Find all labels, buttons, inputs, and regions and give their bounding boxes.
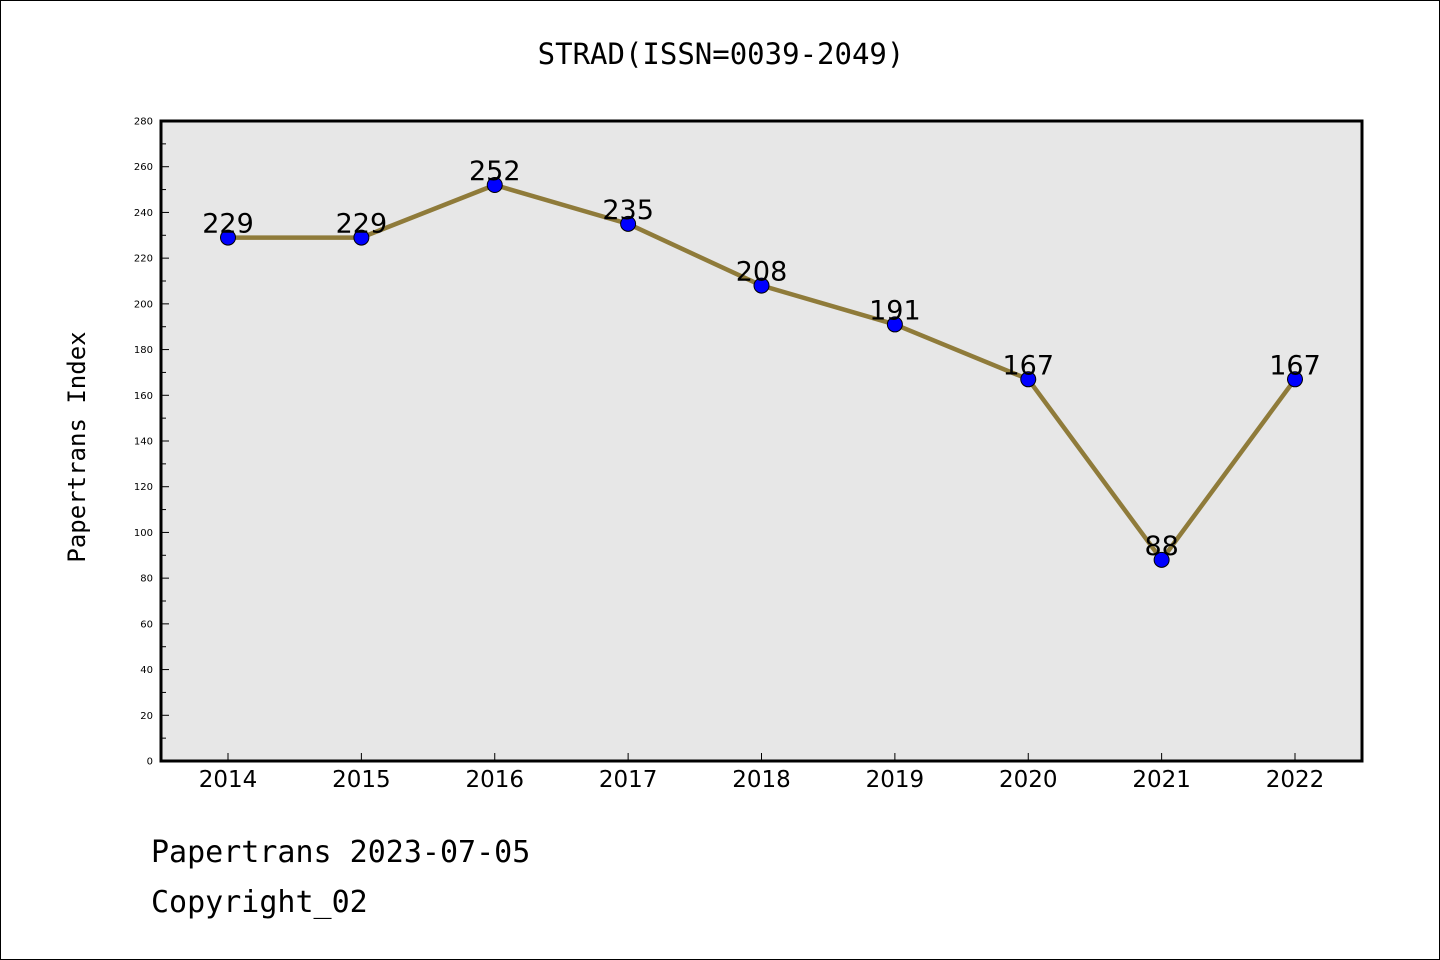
y-tick-label: 120 [134,482,153,493]
data-point [1020,371,1037,388]
x-tick-label: 2021 [1132,767,1191,793]
series-layer: 229 229 252 235 208 191 167 88 167 [202,156,1321,568]
data-point [753,277,770,294]
y-tick-label: 280 [134,117,153,128]
data-label: 229 [202,209,254,240]
data-point [1287,371,1303,388]
y-tick-label: 140 [134,437,153,448]
x-tick-label: 2018 [732,767,791,793]
y-tick-label: 180 [134,345,153,356]
y-tick-label: 160 [134,391,153,402]
y-axis-label: Papertrans Index [63,331,91,562]
x-tick-label: 2019 [866,767,925,793]
data-point [486,177,503,193]
y-tick-label: 20 [140,711,153,722]
y-tick-label: 100 [134,528,153,539]
data-label: 252 [469,156,521,187]
x-tick-label: 2022 [1266,767,1325,793]
x-tick-label: 2017 [599,767,658,793]
y-tick-label: 220 [134,254,153,265]
data-label: 235 [602,195,654,226]
data-point [220,229,236,246]
data-label: 167 [1269,350,1321,381]
y-tick-label: 40 [140,665,153,676]
y-tick-label: 200 [134,299,153,310]
data-label: 191 [869,295,921,326]
data-point [353,229,370,246]
data-label: 88 [1144,531,1178,562]
x-tick-label: 2014 [199,767,258,793]
x-axis: 2014 2015 2016 2017 2018 2019 2020 2021 2022 [199,753,1325,793]
data-point [620,215,637,232]
x-tick-label: 2015 [332,767,391,793]
data-label: 229 [336,209,388,240]
y-axis: 0 20 40 60 80 100 120 140 160 180 200 220 240 260 280 [134,117,169,768]
plot-area [159,119,1364,763]
data-label: 208 [736,257,788,288]
y-tick-label: 60 [140,619,153,630]
y-tick-label: 240 [134,208,153,219]
data-label: 167 [1002,350,1054,381]
footer-date: Papertrans 2023-07-05 [151,835,531,870]
y-tick-label: 260 [134,162,153,173]
footer-copyright: Copyright_02 [151,885,368,920]
x-tick-label: 2016 [465,767,524,793]
y-tick-label: 80 [140,574,153,585]
x-tick-label: 2020 [999,767,1058,793]
chart-title: STRAD(ISSN=0039-2049) [537,37,905,71]
data-point [886,316,903,333]
y-tick-label: 0 [147,757,153,768]
data-point [1153,551,1170,568]
